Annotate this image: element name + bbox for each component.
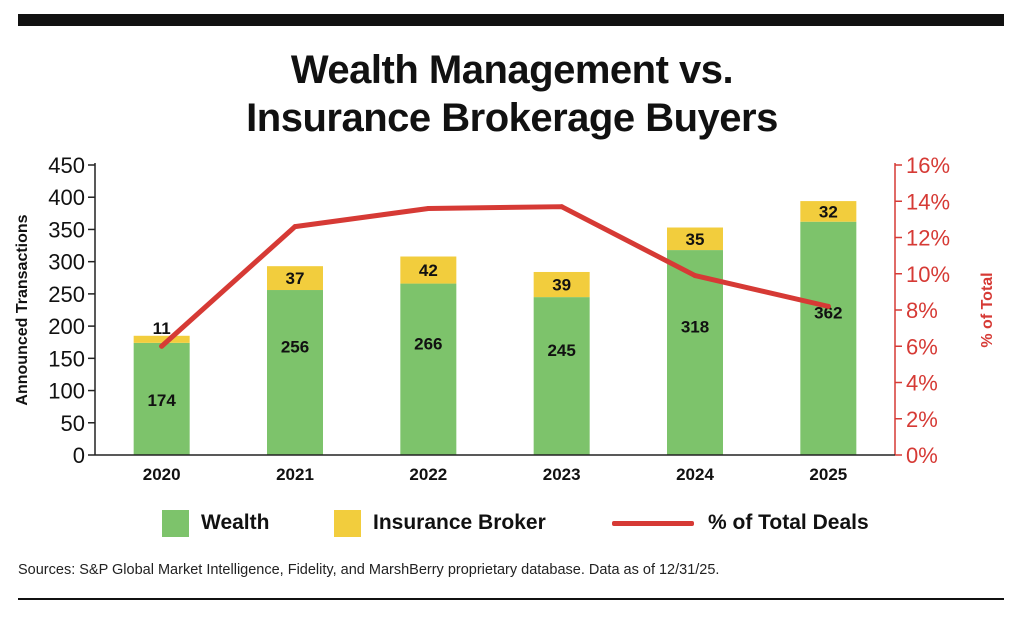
data-label-wealth-2020: 174 — [147, 391, 176, 410]
bar-wealth-2022 — [400, 283, 457, 455]
line-point-2020 — [159, 343, 165, 349]
data-label-insurance-2021: 37 — [286, 269, 305, 288]
legend-label-insurance-broker: Insurance Broker — [373, 511, 546, 534]
left-axis-tick-label: 350 — [48, 217, 85, 242]
title-line-1: Wealth Management vs. — [290, 48, 734, 92]
right-axis-tick-label: 4% — [906, 371, 938, 396]
x-axis-tick-label-2020: 2020 — [143, 465, 181, 484]
data-label-insurance-2020: 11 — [153, 319, 171, 338]
bar-wealth-2023 — [533, 297, 590, 455]
legend-item-insurance-broker: Insurance Broker — [334, 506, 546, 540]
left-axis-tick-label: 450 — [48, 153, 85, 178]
data-label-wealth-2022: 266 — [414, 334, 442, 353]
right-axis-tick-label: 10% — [906, 262, 950, 287]
left-axis-tick-label: 50 — [61, 411, 85, 436]
bar-insurance-2025 — [800, 201, 857, 222]
left-axis-tick-label: 100 — [48, 379, 85, 404]
bar-insurance-2021 — [267, 266, 323, 291]
right-axis-title: % of Total — [979, 272, 996, 347]
chart-title: Wealth Management vs. Insurance Brokerag… — [0, 46, 1024, 142]
x-axis-tick-label-2025: 2025 — [809, 465, 847, 484]
bar-wealth-2025 — [800, 221, 857, 455]
bar-insurance-2023 — [533, 271, 590, 298]
left-axis-tick-label: 400 — [48, 185, 85, 210]
right-axis-tick-label: 16% — [906, 153, 950, 178]
data-label-wealth-2021: 256 — [281, 338, 309, 357]
data-label-insurance-2025: 32 — [819, 202, 838, 221]
x-axis-tick-label-2022: 2022 — [409, 465, 447, 484]
bar-wealth-2021 — [267, 290, 323, 455]
line-point-2022 — [425, 206, 431, 211]
right-axis-tick-label: 2% — [906, 407, 938, 432]
data-label-insurance-2024: 35 — [686, 230, 705, 249]
x-axis-tick-label-2024: 2024 — [676, 465, 714, 484]
right-axis-tick-label: 12% — [906, 226, 950, 251]
data-label-insurance-2023: 39 — [552, 276, 571, 295]
right-axis-tick-label: 0% — [906, 443, 938, 468]
left-axis-tick-label: 150 — [48, 346, 85, 371]
x-axis-tick-label-2021: 2021 — [276, 465, 314, 484]
bar-wealth-2024 — [667, 250, 723, 455]
legend-item-wealth: Wealth — [162, 506, 269, 540]
line-point-2024 — [692, 273, 698, 279]
title-line-2: Insurance Brokerage Buyers — [246, 96, 778, 140]
line-percent-total-deals — [159, 204, 831, 349]
legend-label-wealth: Wealth — [201, 511, 270, 534]
line-point-2021 — [292, 224, 298, 230]
left-axis-tick-label: 250 — [48, 282, 85, 307]
bar-insurance-2020 — [133, 335, 190, 343]
legend: Wealth Insurance Broker % of Total Deals — [0, 506, 1024, 540]
legend-item-percent-total: % of Total Deals — [612, 506, 869, 540]
left-axis-tick-label: 300 — [48, 250, 85, 275]
top-rule — [18, 14, 1004, 26]
bottom-rule — [18, 598, 1004, 600]
source-note: Sources: S&P Global Market Intelligence,… — [18, 562, 720, 578]
left-axis-tick-label: 0 — [73, 443, 85, 468]
data-label-wealth-2025: 362 — [814, 303, 842, 322]
legend-label-percent-total: % of Total Deals — [708, 511, 869, 534]
legend-swatch-wealth — [162, 509, 189, 537]
legend-swatch-insurance-broker — [334, 509, 361, 537]
stacked-bar-line-chart: 0 50 100 150 200 250 300 350 400 450 Announced Tra… — [14, 153, 996, 484]
right-axis-tick-label: 8% — [906, 298, 938, 323]
data-label-wealth-2023: 245 — [547, 341, 575, 360]
legend-swatch-percent-total — [612, 520, 694, 526]
right-axis-tick-label: 14% — [906, 189, 950, 214]
x-axis-tick-label-2023: 2023 — [543, 465, 581, 484]
right-axis-tick-label: 6% — [906, 334, 938, 359]
bar-insurance-2024 — [667, 227, 723, 251]
data-label-wealth-2024: 318 — [681, 318, 709, 337]
bar-insurance-2022 — [400, 256, 457, 284]
data-label-insurance-2022: 42 — [419, 261, 438, 280]
line-point-2023 — [559, 204, 565, 210]
bar-wealth-2020 — [133, 342, 190, 455]
left-axis-tick-label: 200 — [48, 314, 85, 339]
line-point-2025 — [825, 303, 831, 309]
left-axis-title: Announced Transactions — [14, 214, 31, 405]
